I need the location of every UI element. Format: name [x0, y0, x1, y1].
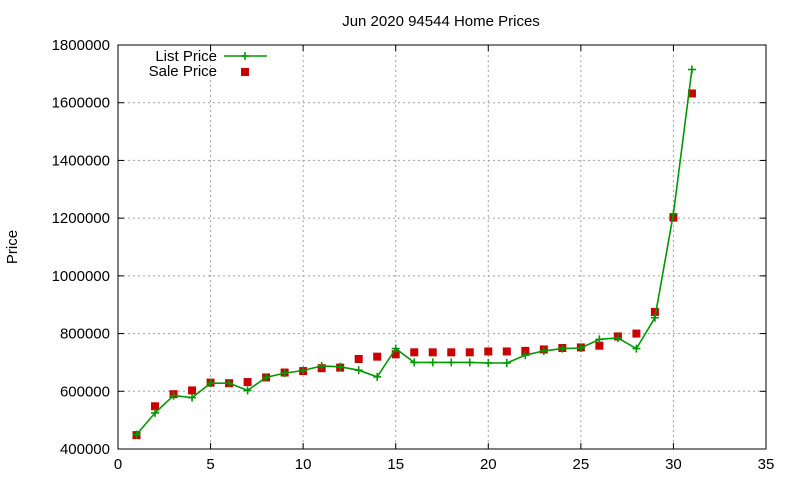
list-price-point: [650, 313, 659, 322]
list-price-point: [669, 209, 678, 218]
list-price-point: [225, 379, 234, 388]
y-tick-label: 1200000: [52, 210, 110, 227]
list-price-point: [428, 358, 437, 367]
list-price-point: [447, 358, 456, 367]
chart-title: Jun 2020 94544 Home Prices: [342, 13, 540, 30]
legend-swatch-list-price: [224, 52, 267, 60]
list-price-point: [410, 358, 419, 367]
y-axis-label: Price: [4, 230, 21, 264]
x-tick-label: 35: [758, 456, 775, 473]
sale-price-point: [428, 348, 437, 357]
sale-price-point: [188, 386, 197, 395]
legend-label-list-price: List Price: [155, 48, 217, 65]
sale-price-point: [687, 89, 696, 98]
y-tick-label: 1600000: [52, 95, 110, 112]
x-tick-label: 15: [387, 456, 404, 473]
series-layer: [132, 65, 696, 440]
y-tick-label: 1000000: [52, 268, 110, 285]
x-tick-label: 20: [480, 456, 497, 473]
list-price-point: [539, 346, 548, 355]
legend-label-sale-price: Sale Price: [149, 63, 217, 80]
sale-price-point: [502, 347, 511, 356]
y-tick-label: 800000: [60, 326, 110, 343]
list-price-point: [687, 65, 696, 74]
y-tick-label: 1800000: [52, 37, 110, 54]
sale-price-point: [632, 329, 641, 338]
list-price-point: [151, 408, 160, 417]
list-price-point: [354, 366, 363, 375]
list-price-point: [132, 430, 141, 439]
x-tick-label: 25: [573, 456, 590, 473]
list-price-point: [169, 391, 178, 400]
list-price-point: [613, 333, 622, 342]
sale-price-point: [595, 341, 604, 350]
list-price-point: [502, 359, 511, 368]
list-price-point: [484, 359, 493, 368]
list-price-point: [465, 358, 474, 367]
legend-plus-marker: [241, 52, 249, 60]
sale-price-point: [447, 348, 456, 357]
list-price-point: [632, 344, 641, 353]
sale-price-point: [354, 354, 363, 363]
y-tick-label: 600000: [60, 383, 110, 400]
list-price-point: [576, 344, 585, 352]
sale-price-point: [373, 352, 382, 361]
series-list-price: [132, 65, 696, 439]
sale-price-point: [151, 402, 160, 411]
y-tick-label: 1400000: [52, 152, 110, 169]
list-price-point: [595, 335, 604, 344]
plot-frame: [117, 44, 767, 450]
sale-price-point: [650, 307, 659, 316]
x-tick-label: 0: [114, 456, 122, 473]
list-price-point: [188, 393, 197, 402]
sale-price-point: [391, 350, 400, 359]
legend-swatch-sale-price: [241, 68, 249, 76]
list-price-point: [373, 372, 382, 381]
y-tick-label: 400000: [60, 441, 110, 458]
list-price-point: [558, 344, 567, 353]
list-price-point: [317, 361, 326, 370]
list-price-point: [262, 373, 271, 382]
list-price-point: [521, 351, 530, 360]
sale-price-point: [484, 347, 493, 356]
legend-square-marker: [241, 68, 249, 76]
list-price-point: [280, 369, 289, 378]
list-price-point: [299, 366, 308, 375]
legend: List Price Sale Price: [149, 48, 267, 80]
sale-price-point: [243, 378, 252, 387]
list-price-point: [336, 362, 345, 371]
list-price-point: [391, 344, 400, 353]
grid-layer: [118, 45, 766, 449]
list-price-point: [206, 379, 215, 388]
x-tick-label: 5: [206, 456, 214, 473]
x-tick-label: 30: [665, 456, 682, 473]
list-price-point: [243, 386, 252, 395]
sale-price-point: [465, 348, 474, 357]
x-tick-label: 10: [295, 456, 312, 473]
tick-layer: 0 5 10 15 20 25 30 35 400000 600000 800000 1000000 1…: [52, 37, 775, 473]
sale-price-point: [410, 348, 419, 357]
sale-price-point: [521, 346, 530, 355]
